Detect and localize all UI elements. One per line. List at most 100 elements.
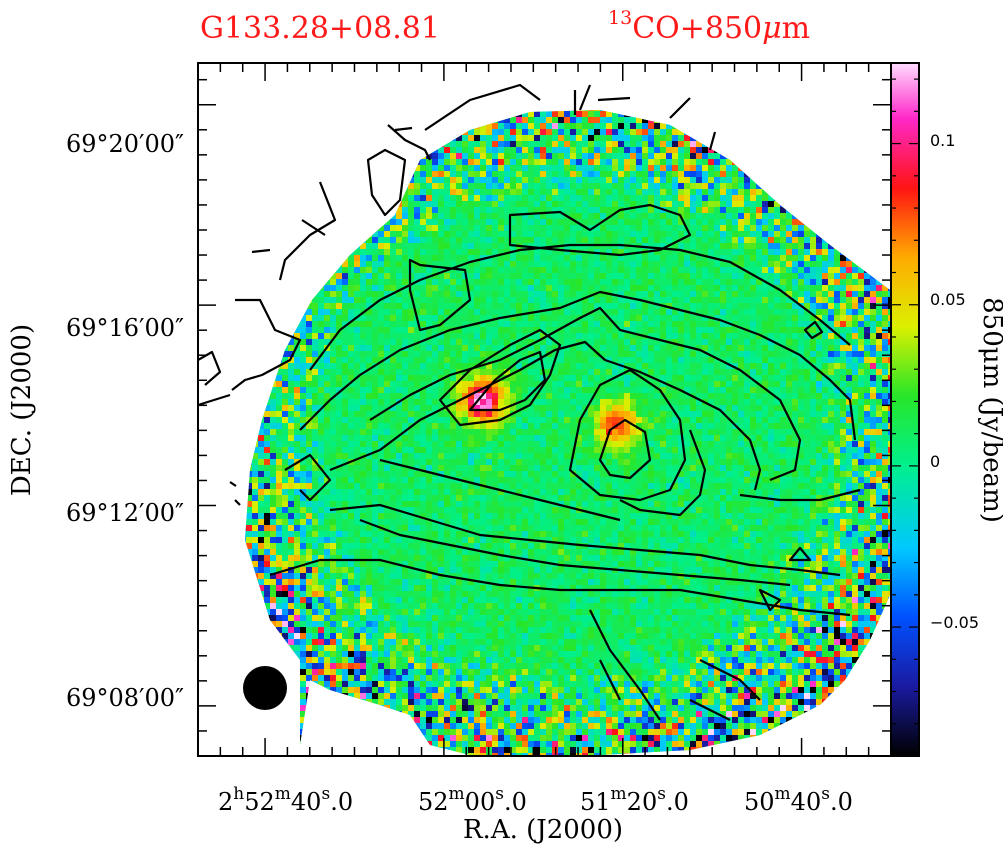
map-pixel <box>738 249 744 255</box>
map-pixel <box>546 279 552 285</box>
map-pixel <box>546 177 552 183</box>
map-pixel <box>492 261 498 267</box>
map-pixel <box>438 285 444 291</box>
map-pixel <box>660 159 666 165</box>
map-pixel <box>522 195 528 201</box>
map-pixel <box>432 279 438 285</box>
map-pixel <box>474 219 480 225</box>
map-pixel <box>786 219 792 225</box>
map-pixel <box>516 249 522 255</box>
map-pixel <box>654 267 660 273</box>
map-pixel <box>432 153 438 159</box>
map-pixel <box>624 177 630 183</box>
map-pixel <box>756 285 762 291</box>
map-pixel <box>456 231 462 237</box>
map-pixel <box>732 255 738 261</box>
map-pixel <box>726 207 732 213</box>
map-pixel <box>888 297 890 303</box>
map-pixel <box>600 255 606 261</box>
map-pixel <box>432 159 438 165</box>
map-pixel <box>408 309 414 315</box>
map-pixel <box>702 147 708 153</box>
map-pixel <box>846 309 852 315</box>
map-pixel <box>864 297 870 303</box>
map-pixel <box>498 243 504 249</box>
map-pixel <box>732 213 738 219</box>
map-pixel <box>414 297 420 303</box>
map-pixel <box>534 123 540 129</box>
map-pixel <box>438 189 444 195</box>
map-pixel <box>618 279 624 285</box>
map-pixel <box>396 231 402 237</box>
map-pixel <box>654 189 660 195</box>
map-pixel <box>558 249 564 255</box>
map-pixel <box>648 177 654 183</box>
map-pixel <box>780 225 786 231</box>
map-pixel <box>462 219 468 225</box>
map-pixel <box>786 273 792 279</box>
map-pixel <box>720 273 726 279</box>
map-pixel <box>540 231 546 237</box>
map-pixel <box>810 249 816 255</box>
map-pixel <box>426 213 432 219</box>
map-pixel <box>528 225 534 231</box>
map-pixel <box>582 129 588 135</box>
map-pixel <box>696 231 702 237</box>
map-pixel <box>654 297 660 303</box>
map-pixel <box>648 147 654 153</box>
map-pixel <box>486 123 492 129</box>
map-pixel <box>804 231 810 237</box>
map-pixel <box>372 303 378 309</box>
map-pixel <box>558 177 564 183</box>
map-pixel <box>822 243 828 249</box>
map-pixel <box>750 261 756 267</box>
map-pixel <box>444 297 450 303</box>
map-pixel <box>618 123 624 129</box>
map-pixel <box>714 267 720 273</box>
map-pixel <box>636 279 642 285</box>
map-pixel <box>750 219 756 225</box>
map-pixel <box>540 207 546 213</box>
map-pixel <box>648 171 654 177</box>
map-pixel <box>618 147 624 153</box>
map-pixel <box>624 225 630 231</box>
map-pixel <box>378 243 384 249</box>
map-pixel <box>696 195 702 201</box>
map-pixel <box>702 171 708 177</box>
map-pixel <box>360 273 366 279</box>
map-pixel <box>678 297 684 303</box>
map-pixel <box>450 201 456 207</box>
map-pixel <box>540 291 546 297</box>
map-pixel <box>858 315 864 321</box>
map-pixel <box>672 177 678 183</box>
map-pixel <box>552 129 558 135</box>
map-pixel <box>822 315 828 321</box>
map-pixel <box>786 309 792 315</box>
map-pixel <box>360 261 366 267</box>
map-pixel <box>696 237 702 243</box>
map-pixel <box>600 291 606 297</box>
map-pixel <box>684 159 690 165</box>
map-pixel <box>744 255 750 261</box>
map-pixel <box>708 231 714 237</box>
map-pixel <box>420 255 426 261</box>
map-pixel <box>384 315 390 321</box>
map-pixel <box>690 201 696 207</box>
map-pixel <box>306 315 312 321</box>
map-pixel <box>840 267 846 273</box>
map-pixel <box>846 267 852 273</box>
map-pixel <box>606 285 612 291</box>
map-pixel <box>564 135 570 141</box>
map-pixel <box>492 309 498 315</box>
map-pixel <box>696 297 702 303</box>
map-pixel <box>438 153 444 159</box>
map-pixel <box>486 171 492 177</box>
map-pixel <box>462 315 468 321</box>
map-pixel <box>816 243 822 249</box>
map-pixel <box>576 129 582 135</box>
map-pixel <box>546 213 552 219</box>
map-pixel <box>576 141 582 147</box>
map-pixel <box>456 315 462 321</box>
map-pixel <box>492 249 498 255</box>
map-pixel <box>822 249 828 255</box>
